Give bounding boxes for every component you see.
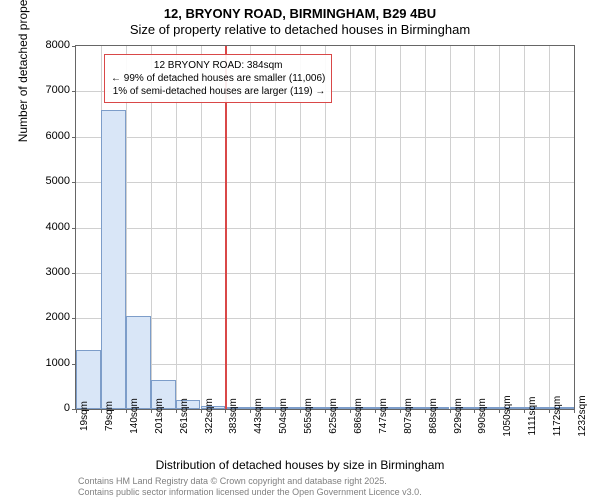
annotation-line3: 1% of semi-detached houses are larger (1…: [111, 85, 325, 98]
ytick-label: 4000: [20, 221, 70, 233]
gridline-v: [425, 46, 426, 409]
histogram-bar: [126, 316, 151, 409]
xtick-mark: [474, 409, 475, 413]
ytick-label: 7000: [20, 84, 70, 96]
xtick-label: 686sqm: [353, 398, 364, 434]
ytick-label: 1000: [20, 357, 70, 369]
xtick-label: 322sqm: [204, 398, 215, 434]
ytick-label: 2000: [20, 311, 70, 323]
chart-container: 12, BRYONY ROAD, BIRMINGHAM, B29 4BU Siz…: [0, 0, 600, 500]
ytick-label: 5000: [20, 175, 70, 187]
ytick-mark: [72, 273, 76, 274]
xtick-label: 1172sqm: [552, 396, 563, 436]
ytick-mark: [72, 182, 76, 183]
xtick-label: 1111sqm: [527, 397, 538, 436]
xtick-mark: [400, 409, 401, 413]
xtick-label: 990sqm: [477, 398, 488, 434]
xtick-label: 19sqm: [79, 401, 90, 431]
xtick-label: 565sqm: [303, 398, 314, 434]
footer-line-1: Contains HM Land Registry data © Crown c…: [78, 476, 387, 486]
ytick-mark: [72, 91, 76, 92]
gridline-v: [499, 46, 500, 409]
xtick-mark: [549, 409, 550, 413]
chart-title: 12, BRYONY ROAD, BIRMINGHAM, B29 4BU: [0, 6, 600, 21]
xtick-label: 79sqm: [104, 401, 115, 431]
xtick-label: 201sqm: [154, 398, 165, 434]
annotation-line2: ← 99% of detached houses are smaller (11…: [111, 72, 325, 85]
gridline-v: [549, 46, 550, 409]
xtick-label: 929sqm: [453, 398, 464, 434]
xtick-label: 625sqm: [328, 398, 339, 434]
xtick-label: 747sqm: [378, 398, 389, 434]
xtick-label: 504sqm: [278, 398, 289, 434]
gridline-v: [524, 46, 525, 409]
ytick-mark: [72, 46, 76, 47]
ytick-mark: [72, 318, 76, 319]
xtick-mark: [499, 409, 500, 413]
xtick-label: 1050sqm: [502, 395, 513, 436]
gridline-v: [474, 46, 475, 409]
xtick-mark: [425, 409, 426, 413]
xtick-label: 443sqm: [253, 398, 264, 434]
xtick-mark: [275, 409, 276, 413]
xtick-mark: [350, 409, 351, 413]
ytick-label: 8000: [20, 39, 70, 51]
xtick-mark: [450, 409, 451, 413]
ytick-mark: [72, 228, 76, 229]
footer-line-2: Contains public sector information licen…: [78, 487, 422, 497]
xtick-mark: [176, 409, 177, 413]
y-axis-label: Number of detached properties: [16, 0, 30, 142]
xtick-mark: [524, 409, 525, 413]
ytick-mark: [72, 137, 76, 138]
annotation-box: 12 BRYONY ROAD: 384sqm← 99% of detached …: [104, 54, 332, 103]
ytick-label: 0: [20, 402, 70, 414]
xtick-label: 140sqm: [129, 398, 140, 434]
gridline-v: [450, 46, 451, 409]
histogram-bar: [101, 110, 126, 409]
xtick-mark: [101, 409, 102, 413]
chart-subtitle: Size of property relative to detached ho…: [0, 22, 600, 37]
xtick-label: 1232sqm: [577, 395, 588, 436]
gridline-v: [350, 46, 351, 409]
xtick-label: 868sqm: [428, 398, 439, 434]
ytick-label: 6000: [20, 130, 70, 142]
gridline-v: [375, 46, 376, 409]
xtick-mark: [201, 409, 202, 413]
plot-area: 12 BRYONY ROAD: 384sqm← 99% of detached …: [75, 45, 575, 410]
xtick-mark: [76, 409, 77, 413]
xtick-label: 383sqm: [228, 398, 239, 434]
xtick-mark: [300, 409, 301, 413]
x-axis-label: Distribution of detached houses by size …: [0, 458, 600, 472]
xtick-mark: [225, 409, 226, 413]
xtick-mark: [250, 409, 251, 413]
xtick-mark: [126, 409, 127, 413]
xtick-mark: [151, 409, 152, 413]
annotation-line1: 12 BRYONY ROAD: 384sqm: [111, 59, 325, 72]
xtick-mark: [375, 409, 376, 413]
xtick-label: 261sqm: [179, 398, 190, 434]
ytick-label: 3000: [20, 266, 70, 278]
xtick-mark: [325, 409, 326, 413]
xtick-label: 807sqm: [403, 398, 414, 434]
xtick-mark: [574, 409, 575, 413]
gridline-v: [400, 46, 401, 409]
